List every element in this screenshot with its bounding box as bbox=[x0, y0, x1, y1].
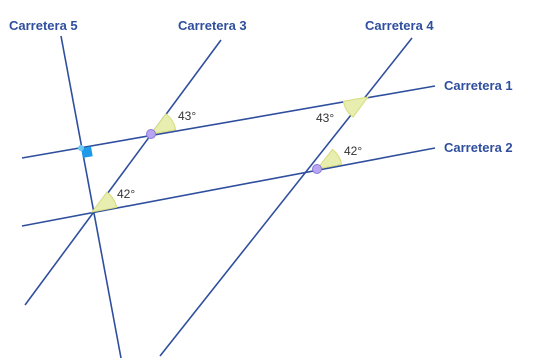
intersection-point-r3-r1 bbox=[146, 129, 156, 139]
angle-wedge-r5-r2 bbox=[90, 191, 118, 213]
angle-wedge-r4-r1 bbox=[342, 96, 370, 118]
road-line-carretera-5 bbox=[60, 35, 122, 359]
intersection-point-r5-r1 bbox=[78, 145, 84, 151]
road-label-carretera-5: Carretera 5 bbox=[9, 18, 78, 33]
road-label-carretera-4: Carretera 4 bbox=[365, 18, 434, 33]
angle-wedge-r4-r2 bbox=[315, 148, 343, 170]
road-line-carretera-1 bbox=[21, 85, 436, 159]
intersection-point-r4-r2 bbox=[312, 164, 322, 174]
road-line-carretera-4 bbox=[159, 37, 413, 357]
road-line-carretera-2 bbox=[21, 147, 436, 227]
angle-label-r4-r2: 42° bbox=[344, 144, 362, 158]
right-angle-marker bbox=[81, 146, 93, 158]
angle-label-r5-r2: 42° bbox=[117, 187, 135, 201]
road-label-carretera-2: Carretera 2 bbox=[444, 140, 513, 155]
angle-label-r3-r1: 43° bbox=[178, 109, 196, 123]
road-line-carretera-3 bbox=[24, 39, 222, 306]
road-label-carretera-3: Carretera 3 bbox=[178, 18, 247, 33]
road-label-carretera-1: Carretera 1 bbox=[444, 78, 513, 93]
angle-wedge-r3-r1 bbox=[149, 113, 177, 135]
angle-label-r4-r1: 43° bbox=[316, 111, 334, 125]
